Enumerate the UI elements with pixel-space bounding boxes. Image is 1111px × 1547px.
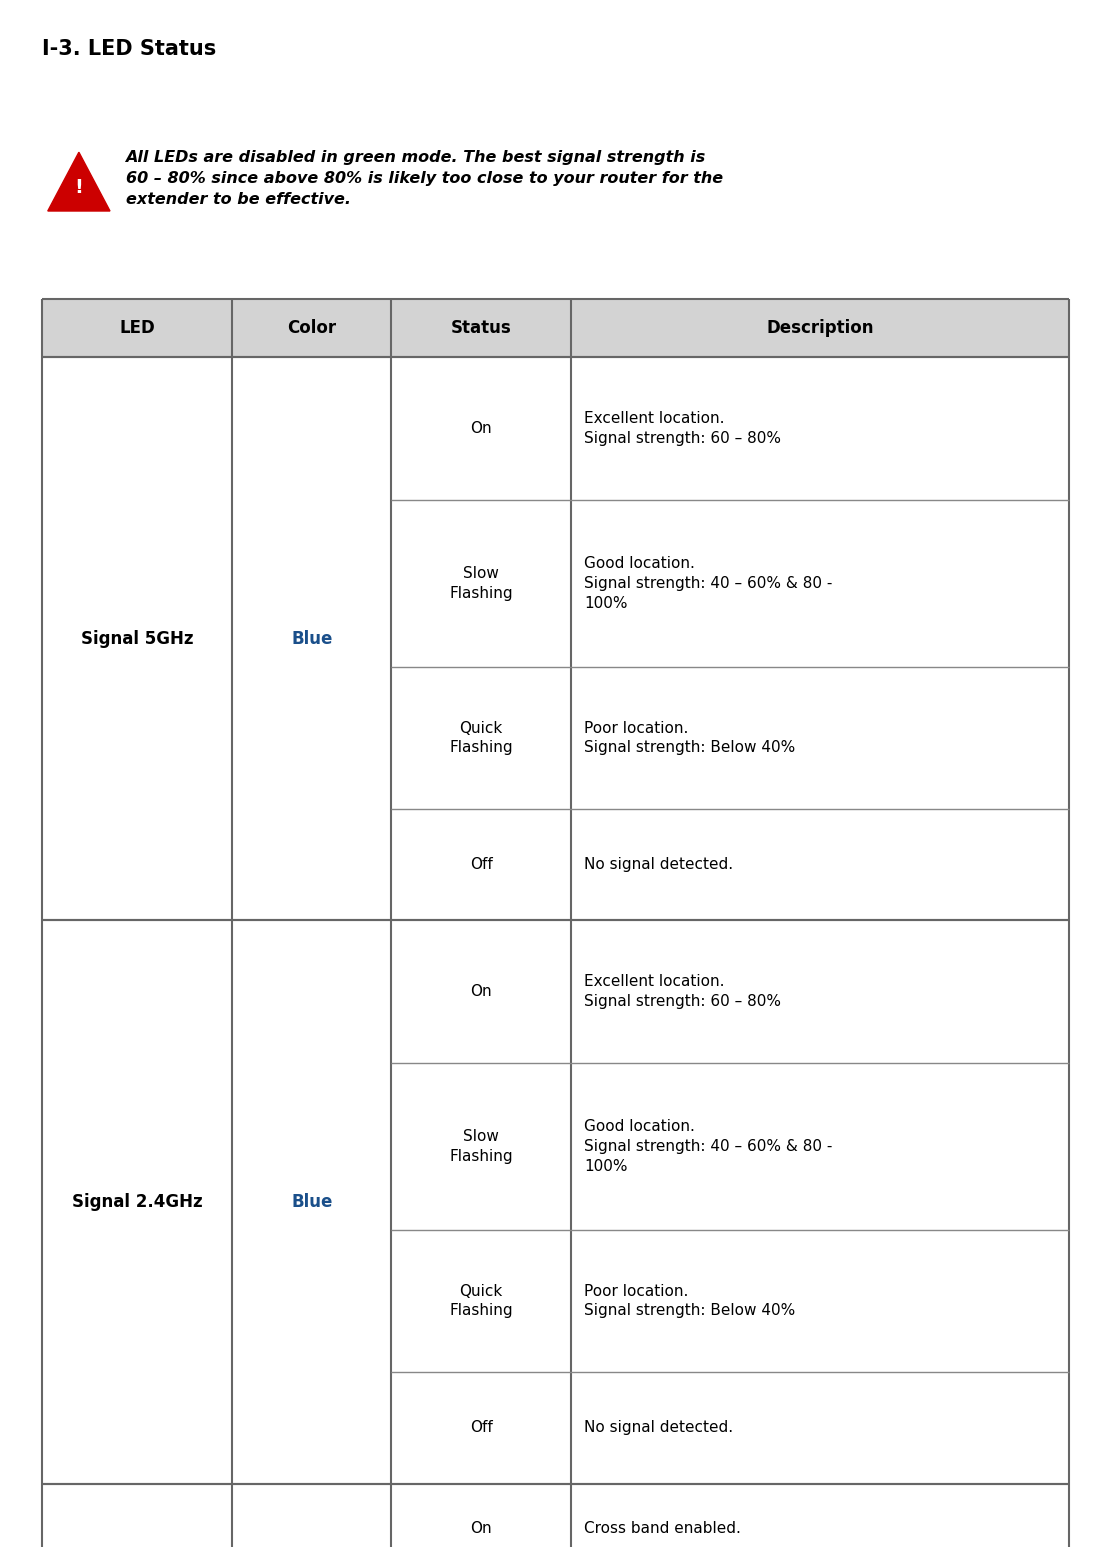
- Text: Slow
Flashing: Slow Flashing: [449, 566, 513, 600]
- Text: I-3. LED Status: I-3. LED Status: [42, 39, 217, 59]
- Text: No signal detected.: No signal detected.: [584, 857, 733, 873]
- Text: No signal detected.: No signal detected.: [584, 1420, 733, 1436]
- Polygon shape: [48, 152, 110, 210]
- Bar: [42, 299, 1069, 357]
- Text: Description: Description: [767, 319, 873, 337]
- Text: !: !: [74, 178, 83, 198]
- Text: Blue: Blue: [291, 1193, 332, 1211]
- Text: Quick
Flashing: Quick Flashing: [449, 721, 513, 755]
- Text: Good location.
Signal strength: 40 – 60% & 80 -
100%: Good location. Signal strength: 40 – 60%…: [584, 1118, 832, 1174]
- Text: On: On: [470, 421, 492, 436]
- Text: Off: Off: [470, 857, 492, 873]
- Text: On: On: [470, 1521, 492, 1536]
- Text: Excellent location.
Signal strength: 60 – 80%: Excellent location. Signal strength: 60 …: [584, 975, 781, 1009]
- Text: Cross band enabled.: Cross band enabled.: [584, 1521, 741, 1536]
- Text: Slow
Flashing: Slow Flashing: [449, 1129, 513, 1163]
- Text: Quick
Flashing: Quick Flashing: [449, 1284, 513, 1318]
- Text: Signal 2.4GHz: Signal 2.4GHz: [72, 1193, 202, 1211]
- Text: Poor location.
Signal strength: Below 40%: Poor location. Signal strength: Below 40…: [584, 1284, 795, 1318]
- Text: Color: Color: [287, 319, 337, 337]
- Text: Excellent location.
Signal strength: 60 – 80%: Excellent location. Signal strength: 60 …: [584, 412, 781, 446]
- Text: Poor location.
Signal strength: Below 40%: Poor location. Signal strength: Below 40…: [584, 721, 795, 755]
- Text: Signal 5GHz: Signal 5GHz: [81, 630, 193, 648]
- Text: Good location.
Signal strength: 40 – 60% & 80 -
100%: Good location. Signal strength: 40 – 60%…: [584, 555, 832, 611]
- Text: Status: Status: [451, 319, 511, 337]
- Text: Blue: Blue: [291, 630, 332, 648]
- Text: On: On: [470, 984, 492, 999]
- Text: Off: Off: [470, 1420, 492, 1436]
- Text: All LEDs are disabled in green mode. The best signal strength is
60 – 80% since : All LEDs are disabled in green mode. The…: [126, 150, 722, 207]
- Text: LED: LED: [119, 319, 156, 337]
